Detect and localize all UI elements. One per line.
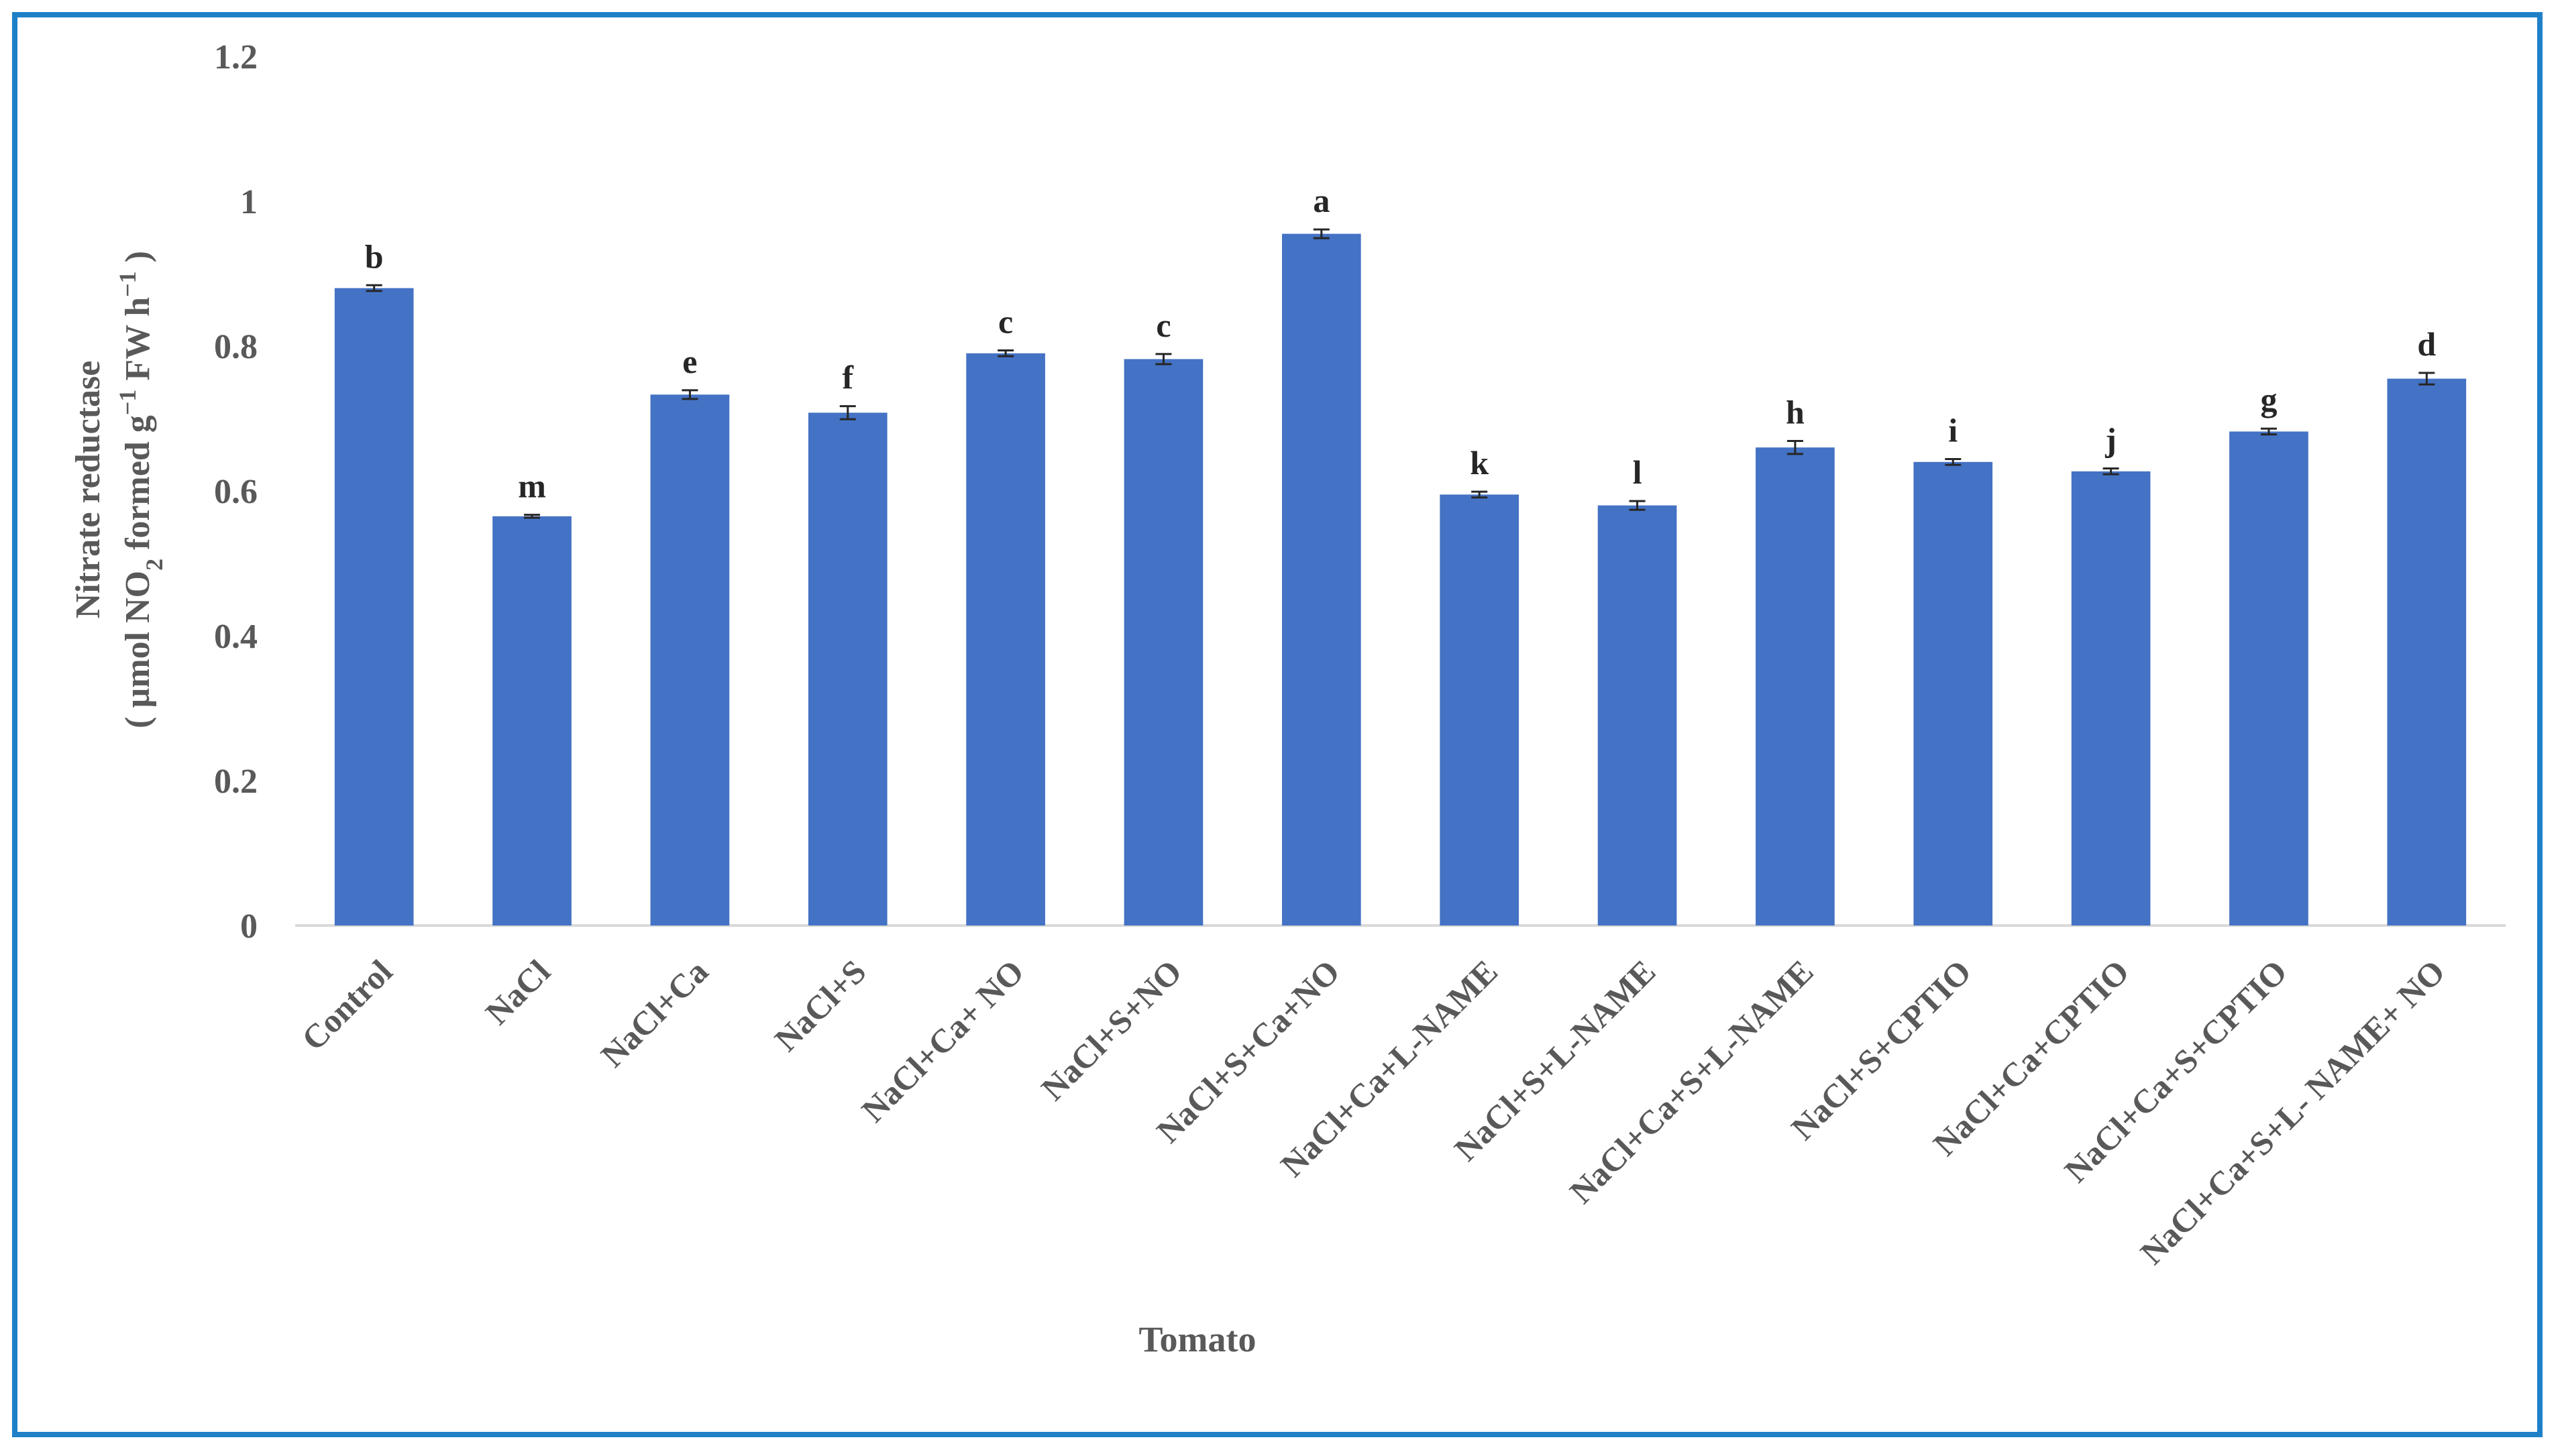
- error-bar: [682, 389, 698, 400]
- significance-letter: k: [1470, 444, 1489, 482]
- bar: [1440, 494, 1519, 926]
- y-title-end: FW h: [119, 297, 157, 390]
- y-title-sup2: −1: [114, 271, 141, 297]
- error-bar: [2418, 372, 2435, 386]
- bar: [808, 412, 888, 926]
- significance-letter: e: [682, 343, 697, 380]
- bar: [2071, 471, 2151, 926]
- y-tick-label: 0.2: [214, 763, 258, 801]
- y-title-sub: 2: [141, 559, 168, 571]
- error-bar: [2102, 467, 2119, 475]
- significance-letter: j: [2104, 421, 2117, 459]
- significance-letter: a: [1313, 182, 1330, 219]
- significance-letter: g: [2260, 381, 2277, 418]
- error-bar: [2260, 427, 2277, 436]
- bar: [1913, 461, 1993, 926]
- significance-letter: c: [998, 302, 1013, 340]
- y-axis-ticks: 0 0.2 0.4 0.6 0.8 1 1.2: [214, 38, 258, 946]
- error-bar: [1786, 439, 1803, 455]
- bar: [2229, 431, 2308, 926]
- significance-letter: c: [1156, 306, 1171, 344]
- significance-letter: b: [365, 237, 384, 275]
- bar: [2387, 378, 2467, 926]
- error-bar: [1471, 490, 1488, 499]
- x-tick-label: NaCl+Ca+ NO: [854, 952, 1031, 1129]
- significance-letter: l: [1633, 453, 1642, 491]
- bars-group: [334, 233, 2467, 926]
- x-tick-label: NaCl+Ca+S+L- NAME+ NO: [2133, 952, 2452, 1272]
- significance-letter: i: [1948, 411, 1958, 449]
- significance-letters-group: b m e f c c a k l h i j g d: [365, 182, 2437, 505]
- y-axis-title: Nitrate reductase ( µmol NO2 formed g−1 …: [69, 251, 168, 728]
- error-bar: [1155, 353, 1172, 366]
- error-bar: [1313, 228, 1330, 239]
- y-title-sup: −1: [114, 390, 141, 416]
- y-title-open: ( µmol NO: [119, 571, 157, 728]
- significance-letter: f: [842, 359, 854, 396]
- y-title-close: ): [119, 251, 157, 271]
- bar: [966, 353, 1045, 926]
- bar: [1756, 447, 1835, 926]
- error-bar: [1629, 500, 1646, 511]
- x-tick-label: NaCl+S+NO: [1034, 952, 1189, 1107]
- x-tick-label: NaCl+Ca: [594, 952, 716, 1074]
- bar: [492, 516, 572, 926]
- significance-letter: d: [2417, 325, 2436, 363]
- bar: [334, 288, 414, 926]
- bar: [1597, 505, 1677, 926]
- bar: [650, 394, 730, 926]
- error-bar: [366, 284, 382, 292]
- y-tick-label: 0.4: [214, 618, 258, 656]
- y-axis-title-line1: Nitrate reductase: [69, 361, 107, 619]
- y-tick-label: 0.6: [214, 473, 258, 511]
- y-tick-label: 1: [240, 183, 258, 221]
- y-tick-label: 0.8: [214, 328, 258, 366]
- y-tick-label: 1.2: [214, 38, 258, 76]
- bar: [1281, 233, 1361, 926]
- x-tick-label: NaCl+S: [767, 952, 873, 1058]
- error-bar: [524, 514, 541, 519]
- x-tick-label: Control: [295, 952, 400, 1058]
- y-tick-label: 0: [240, 907, 258, 946]
- error-bar: [998, 349, 1014, 357]
- significance-letter: m: [518, 467, 546, 505]
- y-title-mid: formed g: [119, 415, 157, 559]
- bar: [1124, 359, 1204, 926]
- x-axis-title: Tomato: [1138, 1319, 1256, 1359]
- error-bar: [1945, 457, 1962, 466]
- y-axis-title-line2: ( µmol NO2 formed g−1 FW h−1 ): [114, 251, 168, 728]
- significance-letter: h: [1786, 393, 1805, 431]
- error-bars-group: [366, 228, 2435, 519]
- error-bar: [839, 405, 856, 421]
- x-tick-label: NaCl: [478, 952, 557, 1031]
